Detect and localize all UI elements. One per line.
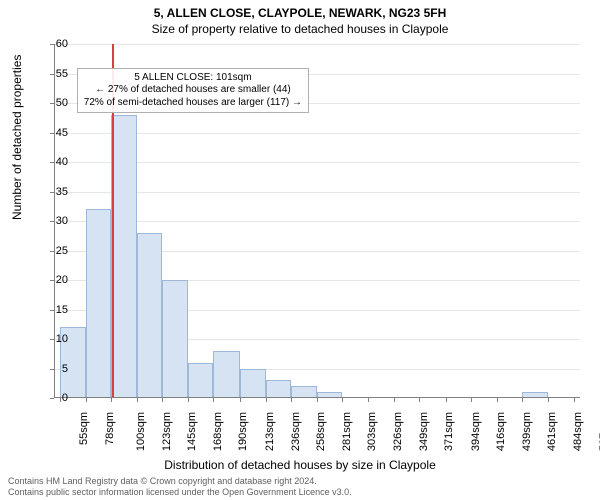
x-tick-mark [471,398,472,402]
annotation-line: 5 ALLEN CLOSE: 101sqm [84,72,302,85]
annotation-line: 72% of semi-detached houses are larger (… [84,97,302,110]
x-tick-mark [162,398,163,402]
x-tick-mark [86,398,87,402]
x-tick-mark [394,398,395,402]
y-tick-mark [50,339,54,340]
y-tick-mark [50,221,54,222]
x-tick-label: 281sqm [341,412,353,451]
x-tick-label: 168sqm [212,412,224,451]
x-tick-mark [368,398,369,402]
attribution-line: Contains public sector information licen… [8,487,592,498]
x-tick-label: 484sqm [572,412,584,451]
x-tick-mark [188,398,189,402]
histogram-bar [111,115,137,398]
y-tick-mark [50,103,54,104]
x-tick-mark [266,398,267,402]
chart-container: 5, ALLEN CLOSE, CLAYPOLE, NEWARK, NG23 5… [0,0,600,500]
x-tick-label: 349sqm [419,412,431,451]
x-tick-label: 371sqm [444,412,456,451]
x-tick-mark [240,398,241,402]
y-tick-mark [50,44,54,45]
histogram-bar [266,380,291,398]
x-tick-mark [291,398,292,402]
annotation-box: 5 ALLEN CLOSE: 101sqm← 27% of detached h… [77,68,309,114]
y-tick-mark [50,280,54,281]
x-tick-mark [111,398,112,402]
x-tick-mark [213,398,214,402]
y-tick-mark [50,133,54,134]
x-axis-label: Distribution of detached houses by size … [0,458,600,472]
y-tick-mark [50,192,54,193]
y-tick-mark [50,398,54,399]
x-tick-mark [419,398,420,402]
y-tick-mark [50,369,54,370]
x-tick-label: 439sqm [521,412,533,451]
x-tick-label: 461sqm [546,412,558,451]
x-tick-label: 326sqm [392,412,404,451]
x-tick-label: 55sqm [78,412,90,445]
x-tick-label: 78sqm [104,412,116,445]
attribution-line: Contains HM Land Registry data © Crown c… [8,476,592,487]
x-tick-mark [497,398,498,402]
x-tick-mark [548,398,549,402]
x-tick-mark [60,398,61,402]
x-tick-label: 123sqm [161,412,173,451]
histogram-bar [86,209,111,398]
x-tick-mark [522,398,523,402]
x-tick-label: 303sqm [366,412,378,451]
histogram-bar [137,233,162,398]
annotation-line: ← 27% of detached houses are smaller (44… [84,84,302,97]
y-tick-mark [50,74,54,75]
y-axis-label: Number of detached properties [10,55,24,220]
x-tick-label: 145sqm [186,412,198,451]
attribution: Contains HM Land Registry data © Crown c… [8,476,592,498]
x-tick-mark [317,398,318,402]
histogram-bar [213,351,239,398]
x-tick-label: 236sqm [290,412,302,451]
histogram-bar [162,280,188,398]
x-tick-label: 394sqm [470,412,482,451]
y-tick-mark [50,310,54,311]
x-tick-label: 190sqm [238,412,250,451]
chart-title: 5, ALLEN CLOSE, CLAYPOLE, NEWARK, NG23 5… [0,0,600,20]
histogram-bar [188,363,213,398]
x-tick-label: 258sqm [315,412,327,451]
x-tick-label: 213sqm [264,412,276,451]
x-tick-mark [574,398,575,402]
x-tick-mark [137,398,138,402]
x-tick-label: 416sqm [495,412,507,451]
histogram-bar [240,369,266,399]
y-tick-mark [50,162,54,163]
x-tick-mark [342,398,343,402]
y-tick-mark [50,251,54,252]
x-tick-mark [446,398,447,402]
gridline [54,44,580,45]
chart-subtitle: Size of property relative to detached ho… [0,20,600,36]
x-tick-label: 100sqm [135,412,147,451]
